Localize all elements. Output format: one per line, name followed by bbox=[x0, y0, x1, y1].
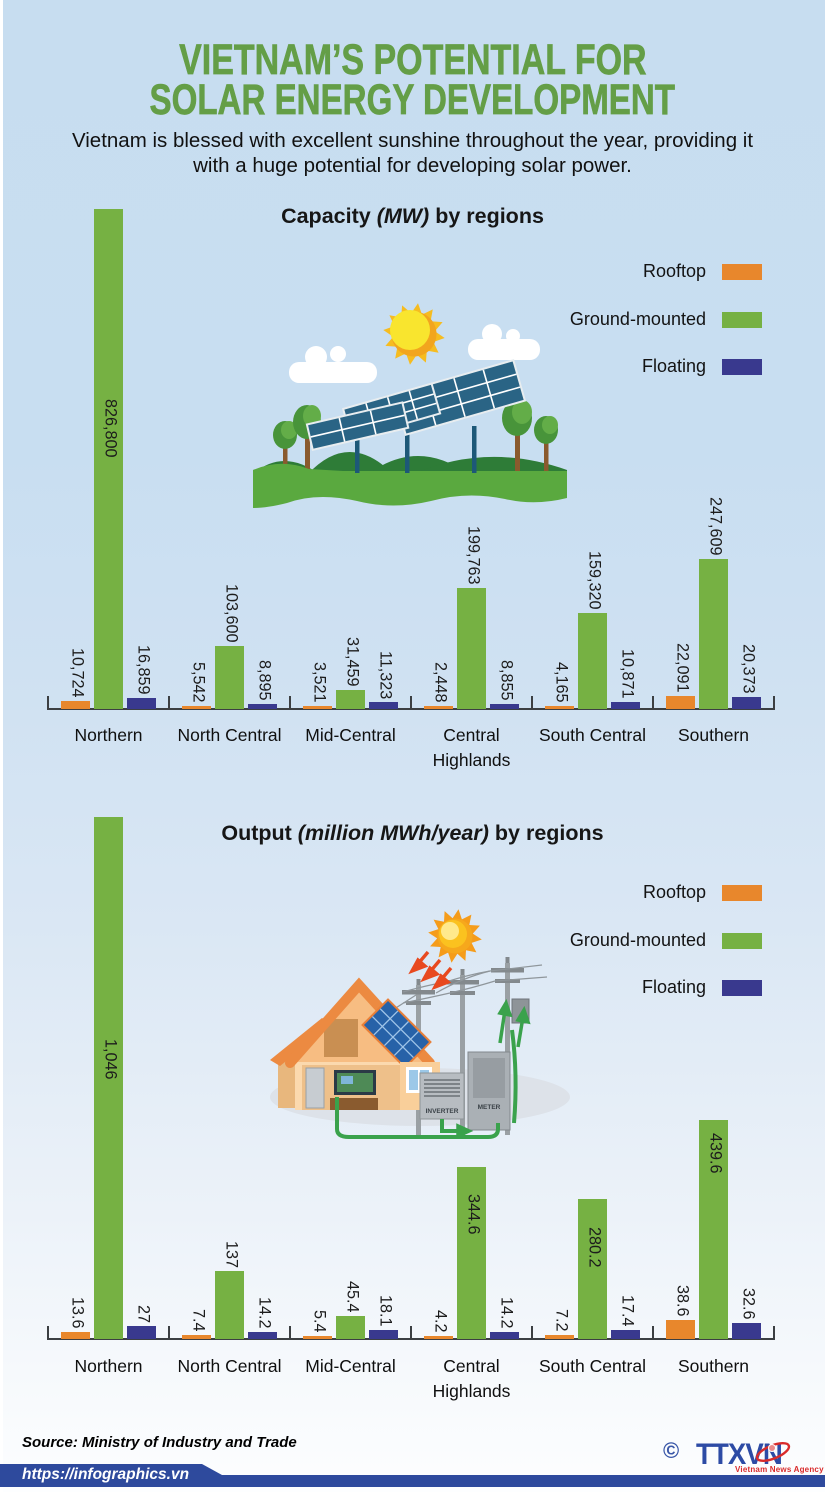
svg-text:INVERTER: INVERTER bbox=[426, 1108, 459, 1115]
svg-text:METER: METER bbox=[478, 1104, 501, 1111]
